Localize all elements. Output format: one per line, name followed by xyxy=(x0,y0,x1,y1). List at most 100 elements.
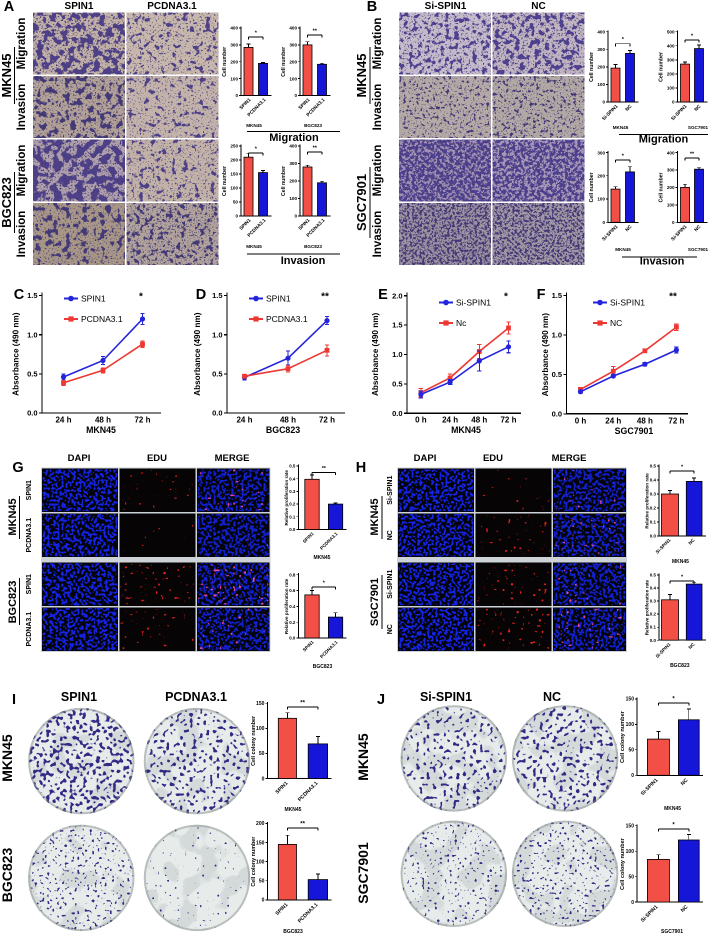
svg-text:1.0: 1.0 xyxy=(552,331,562,340)
svg-text:0.1: 0.1 xyxy=(289,514,296,519)
svg-text:0.0: 0.0 xyxy=(212,409,222,418)
svg-text:0.3: 0.3 xyxy=(650,492,657,497)
svg-text:0.6: 0.6 xyxy=(289,588,296,593)
svg-text:300: 300 xyxy=(230,43,238,48)
svg-text:BGC823: BGC823 xyxy=(304,123,322,128)
svg-text:SPIN1: SPIN1 xyxy=(65,1,94,12)
svg-text:*: * xyxy=(139,292,143,303)
svg-text:Relative proliferation rate: Relative proliferation rate xyxy=(645,473,650,529)
svg-text:24 h: 24 h xyxy=(605,416,621,425)
svg-text:200: 200 xyxy=(289,179,297,184)
svg-text:0.2: 0.2 xyxy=(650,506,657,511)
svg-text:1.0: 1.0 xyxy=(212,330,222,339)
svg-text:Absorbance (490 nm): Absorbance (490 nm) xyxy=(12,312,21,396)
svg-text:0.5: 0.5 xyxy=(212,369,222,378)
svg-text:200: 200 xyxy=(597,174,605,179)
svg-text:0 h: 0 h xyxy=(415,416,427,425)
svg-text:PCDNA3.1: PCDNA3.1 xyxy=(81,314,123,324)
svg-text:72 h: 72 h xyxy=(319,416,335,425)
svg-text:200: 200 xyxy=(256,821,265,827)
svg-text:MKN45: MKN45 xyxy=(7,498,19,535)
svg-text:BGC823: BGC823 xyxy=(283,929,303,935)
svg-text:150: 150 xyxy=(230,172,238,177)
svg-text:Migration: Migration xyxy=(16,18,28,70)
svg-text:400: 400 xyxy=(289,144,297,149)
svg-text:NC: NC xyxy=(687,537,696,546)
svg-text:0.1: 0.1 xyxy=(650,625,657,630)
svg-text:0.0: 0.0 xyxy=(289,636,296,641)
svg-text:150: 150 xyxy=(256,840,265,846)
svg-text:0: 0 xyxy=(602,100,605,105)
svg-text:72 h: 72 h xyxy=(668,416,684,425)
svg-text:Si-SPIN1: Si-SPIN1 xyxy=(640,904,660,924)
svg-text:**: ** xyxy=(321,292,329,303)
svg-text:*: * xyxy=(255,147,258,153)
svg-text:500: 500 xyxy=(667,30,675,35)
svg-text:Absorbance (490 nm): Absorbance (490 nm) xyxy=(541,313,550,397)
svg-text:Invasion: Invasion xyxy=(640,256,685,268)
svg-text:PCDNA3.1: PCDNA3.1 xyxy=(297,781,319,803)
svg-text:NC: NC xyxy=(531,1,545,12)
svg-text:Cell number: Cell number xyxy=(659,52,665,82)
svg-text:0: 0 xyxy=(602,220,605,225)
svg-text:24 h: 24 h xyxy=(442,416,458,425)
svg-text:PCDNA3.1: PCDNA3.1 xyxy=(319,639,339,659)
svg-text:J: J xyxy=(377,692,385,708)
svg-text:H: H xyxy=(356,460,366,476)
svg-text:*: * xyxy=(672,823,675,829)
svg-text:0: 0 xyxy=(672,220,675,225)
svg-text:MKN45: MKN45 xyxy=(613,125,629,130)
svg-text:0: 0 xyxy=(235,214,238,219)
svg-text:300: 300 xyxy=(667,168,675,173)
svg-text:MKN45: MKN45 xyxy=(0,53,14,97)
svg-text:MKN45: MKN45 xyxy=(354,53,369,97)
svg-text:D: D xyxy=(196,287,206,303)
svg-text:SPIN1: SPIN1 xyxy=(266,294,291,304)
svg-text:24 h: 24 h xyxy=(236,416,252,425)
svg-text:24 h: 24 h xyxy=(55,416,71,425)
svg-text:C: C xyxy=(14,287,25,303)
svg-text:Cell number: Cell number xyxy=(589,52,595,82)
svg-text:BGC823: BGC823 xyxy=(670,663,690,669)
svg-text:50: 50 xyxy=(233,200,239,205)
svg-text:0.5: 0.5 xyxy=(650,573,657,578)
svg-text:0.0: 0.0 xyxy=(650,638,657,643)
svg-text:MKN45: MKN45 xyxy=(285,807,302,813)
svg-text:**: ** xyxy=(300,701,305,707)
svg-text:0.1: 0.1 xyxy=(650,520,657,525)
svg-text:*: * xyxy=(622,37,625,43)
svg-text:NC: NC xyxy=(624,224,634,234)
svg-text:0 h: 0 h xyxy=(575,416,587,425)
svg-text:0.0: 0.0 xyxy=(392,409,402,418)
svg-text:72 h: 72 h xyxy=(500,416,516,425)
svg-text:BGC823: BGC823 xyxy=(0,177,14,228)
svg-text:*: * xyxy=(681,465,684,471)
svg-text:**: ** xyxy=(322,466,327,472)
svg-text:SPIN1: SPIN1 xyxy=(238,97,252,111)
svg-text:BGC823: BGC823 xyxy=(304,244,322,249)
svg-text:EDU: EDU xyxy=(483,453,503,464)
svg-text:150: 150 xyxy=(626,824,635,830)
svg-text:Migration: Migration xyxy=(16,145,28,197)
svg-text:Si-SPIN1: Si-SPIN1 xyxy=(670,224,689,243)
svg-text:1.0: 1.0 xyxy=(392,350,402,359)
svg-text:0.3: 0.3 xyxy=(650,599,657,604)
svg-text:MERGE: MERGE xyxy=(552,453,587,464)
svg-text:SPIN1: SPIN1 xyxy=(81,294,106,304)
svg-text:50: 50 xyxy=(259,879,265,885)
svg-text:150: 150 xyxy=(626,697,635,703)
svg-text:250: 250 xyxy=(230,144,238,149)
svg-text:Cell colony number: Cell colony number xyxy=(620,710,626,763)
svg-text:EDU: EDU xyxy=(147,453,167,464)
svg-text:SGC7901: SGC7901 xyxy=(688,125,709,130)
svg-text:200: 200 xyxy=(667,72,675,77)
svg-text:48 h: 48 h xyxy=(471,416,487,425)
svg-text:0.3: 0.3 xyxy=(289,489,296,494)
svg-text:200: 200 xyxy=(289,59,297,64)
svg-text:100: 100 xyxy=(256,859,265,865)
svg-text:0.8: 0.8 xyxy=(289,572,296,577)
svg-text:Relative proliferation rate: Relative proliferation rate xyxy=(284,578,289,634)
svg-text:Invasion: Invasion xyxy=(372,84,384,131)
svg-text:0: 0 xyxy=(294,93,297,98)
svg-text:0.5: 0.5 xyxy=(552,370,562,379)
